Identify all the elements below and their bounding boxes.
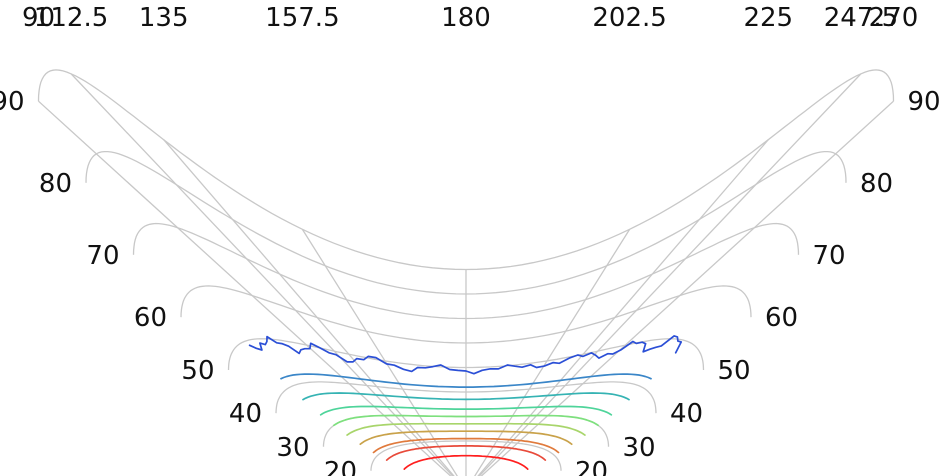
radial-tick-label: 90 (0, 87, 25, 117)
contour-line-2 (302, 392, 630, 401)
radial-tick-label: 30 (623, 433, 656, 463)
contour-line-0 (248, 335, 683, 375)
grid-ring (85, 150, 847, 295)
contour-lines (248, 335, 683, 470)
radial-tick-label: 70 (813, 241, 846, 271)
radial-tick-label: 50 (718, 356, 751, 386)
angle-tick-label: 270 (869, 3, 919, 33)
radial-tick-label: 50 (181, 356, 214, 386)
polar-grid (37, 69, 895, 476)
grid-ring (180, 285, 752, 344)
grid-spoke (163, 139, 455, 476)
angle-tick-label: 90 (22, 3, 55, 33)
angle-tick-label: 247.5 (824, 3, 898, 33)
contour-line-8 (385, 445, 547, 461)
radial-tick-label: 80 (860, 169, 893, 199)
contour-line-1 (280, 373, 652, 388)
radial-tick-label: 20 (324, 457, 357, 476)
radial-tick-label: 20 (575, 457, 608, 476)
grid-spoke (478, 73, 862, 476)
angle-tick-label: 135 (139, 3, 189, 33)
radial-tick-label: 60 (134, 303, 167, 333)
radial-tick-label: 90 (908, 87, 941, 117)
angle-tick-label: 202.5 (592, 3, 666, 33)
grid-ring (370, 440, 562, 471)
contour-line-7 (372, 437, 560, 454)
radial-tick-label: 70 (86, 241, 119, 271)
radial-tick-label: 30 (276, 433, 309, 463)
radial-tick-label: 40 (670, 399, 703, 429)
radial-tick-label: 60 (765, 303, 798, 333)
grid-spoke (70, 73, 454, 476)
grid-ring (37, 69, 895, 271)
grid-spoke (477, 139, 769, 476)
contour-line-5 (346, 422, 586, 436)
angle-tick-label: 225 (743, 3, 793, 33)
radial-tick-label: 80 (39, 169, 72, 199)
radial-tick-label: 40 (229, 399, 262, 429)
grid-ring (132, 222, 800, 320)
grid-ring (275, 381, 657, 414)
contour-line-9 (403, 454, 529, 470)
angle-tick-label: 157.5 (265, 3, 339, 33)
angle-tick-label: 112.5 (34, 3, 108, 33)
angle-tick-label: 180 (441, 3, 491, 33)
contour-line-6 (359, 430, 573, 446)
axis-labels: 270247.5225202.5180157.5135112.590203040… (0, 3, 941, 476)
contour-line-4 (333, 414, 599, 427)
contour-line-3 (319, 405, 613, 416)
